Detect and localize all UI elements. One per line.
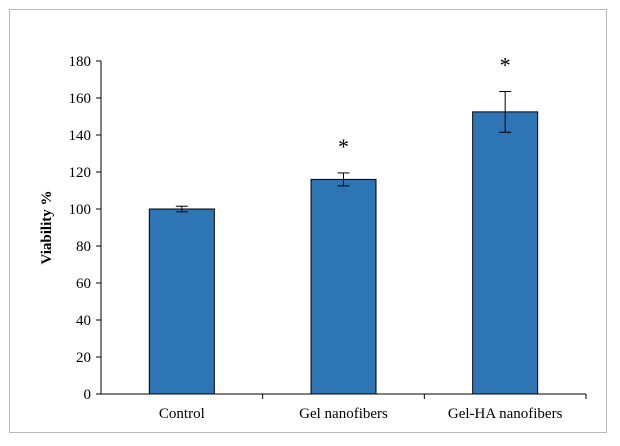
bar (148, 208, 215, 395)
y-tick-label: 0 (84, 387, 92, 403)
x-tick-label: Control (159, 406, 205, 422)
y-tick-label: 120 (69, 165, 92, 181)
error-bars (175, 91, 512, 213)
significance-asterisk: * (500, 53, 511, 78)
y-tick-label: 80 (76, 239, 91, 255)
x-axis-ticks: Control Gel nanofibers Gel-HA nanofibers (159, 394, 587, 422)
y-tick-label: 100 (69, 202, 92, 218)
bar (472, 111, 539, 395)
y-tick-label: 160 (69, 91, 92, 107)
x-tick-label: Gel nanofibers (299, 406, 388, 422)
x-tick-label: Gel-HA nanofibers (448, 406, 563, 422)
significance-annotations: ** (338, 53, 511, 159)
significance-asterisk: * (338, 134, 349, 159)
bar (310, 178, 377, 395)
y-tick-label: 60 (76, 276, 91, 292)
y-axis-title: Viability % (39, 190, 55, 264)
y-tick-label: 40 (76, 313, 91, 329)
y-tick-label: 180 (69, 54, 92, 70)
y-tick-label: 20 (76, 350, 91, 366)
y-axis-ticks: 0 20 40 60 80 100 120 140 160 180 (69, 54, 101, 403)
y-tick-label: 140 (69, 128, 92, 144)
